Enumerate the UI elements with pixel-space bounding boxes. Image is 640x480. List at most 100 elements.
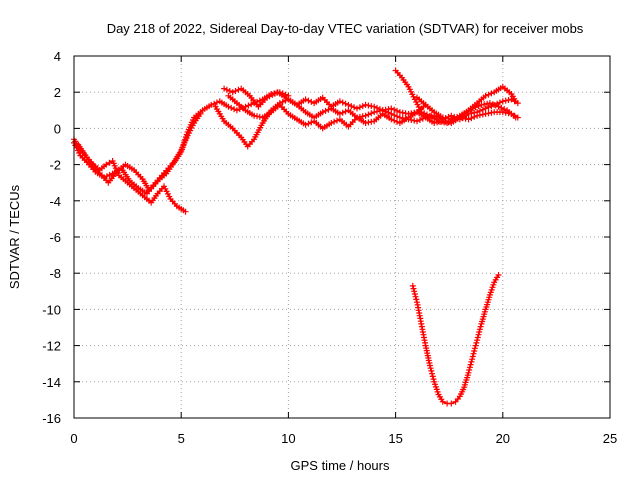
data-point [482,105,489,112]
data-point-fill [331,118,338,125]
data-point [495,272,502,278]
y-tick-label: 2 [54,85,61,100]
data-point-fill [232,88,239,94]
data-point [197,110,204,117]
data-point-fill [412,293,419,300]
data-point-fill [429,373,436,380]
data-point-fill [427,365,434,372]
data-point-fill [411,291,418,297]
data-point-fill [394,107,400,114]
data-point-fill [279,98,286,105]
data-point [499,98,506,105]
data-point-fill [391,117,398,124]
data-point-fill [445,115,452,122]
x-axis-label: GPS time / hours [291,458,390,473]
data-point [354,105,360,112]
data-point-fill [399,109,406,116]
data-point [439,398,446,405]
data-point-fill [394,113,400,120]
data-point [512,98,519,105]
data-point-fill [428,367,435,374]
x-tick-label: 15 [388,431,402,446]
data-point-fill [485,104,492,111]
data-point-fill [368,110,375,117]
data-point-fill [476,326,483,333]
data-point-fill [501,106,508,113]
data-point [221,85,228,92]
data-point [474,109,481,116]
data-point-fill [322,107,329,114]
data-point-fill [485,91,492,98]
series-track-h [414,83,519,123]
data-point-fill [476,329,483,335]
data-point-fill [339,109,346,116]
data-point [319,109,326,116]
data-point-fill [359,113,366,120]
data-point [336,98,343,105]
data-point-fill [451,115,458,122]
data-point [388,105,395,112]
data-point-fill [245,102,252,109]
data-point [233,107,240,114]
data-point-fill [473,339,480,346]
series-track-c [75,110,204,193]
data-point [469,353,476,360]
data-point [435,118,442,125]
series-track-i [409,272,502,407]
data-point-fill [106,171,113,178]
data-point [388,110,395,117]
data-point-fill [374,104,380,111]
data-point-fill [454,113,461,120]
data-point [495,103,502,110]
data-point-fill [466,364,473,371]
data-point-fill [356,104,363,111]
data-point [302,96,309,103]
data-point [362,112,369,119]
data-point-fill [488,90,495,97]
y-tick-label: -4 [49,194,61,209]
data-point [465,369,472,376]
data-point-fill [471,348,478,354]
data-point-fill [391,112,398,119]
data-point [371,103,378,110]
data-point-fill [481,101,488,108]
data-point-fill [391,106,398,113]
y-axis-label: SDTVAR / TECUs [7,184,22,289]
data-point-fill [351,104,358,111]
data-point-fill [477,323,484,330]
series-track-f [225,92,429,132]
data-point-fill [498,104,505,111]
data-point-fill [368,118,375,125]
data-point-fill [376,106,383,113]
grid-layer [74,56,610,418]
data-point [229,89,236,96]
data-point [409,282,416,289]
x-tick-label: 0 [70,431,77,446]
y-tick-label: -14 [42,375,61,390]
data-point-fill [231,106,238,113]
x-tick-label: 10 [281,431,295,446]
y-tick-label: -8 [49,266,61,281]
y-tick-label: -16 [42,411,61,426]
y-tick-label: -12 [42,339,61,354]
data-point [103,161,110,168]
data-point-fill [471,345,478,352]
data-point [336,110,343,117]
y-tick-label: -2 [49,158,61,173]
data-point-fill [416,117,423,123]
data-point-fill [469,356,476,363]
series-layer [71,67,521,407]
data-point-fill [467,361,474,368]
data-point-fill [410,285,417,292]
data-point-fill [485,110,492,117]
data-point-fill [248,101,255,108]
data-point [486,100,493,107]
data-point [328,120,335,126]
chart-title: Day 218 of 2022, Sidereal Day-to-day VTE… [107,21,584,36]
x-tick-label: 25 [603,431,617,446]
data-point-fill [468,358,475,365]
data-point-fill [226,88,233,94]
data-point [414,118,420,125]
